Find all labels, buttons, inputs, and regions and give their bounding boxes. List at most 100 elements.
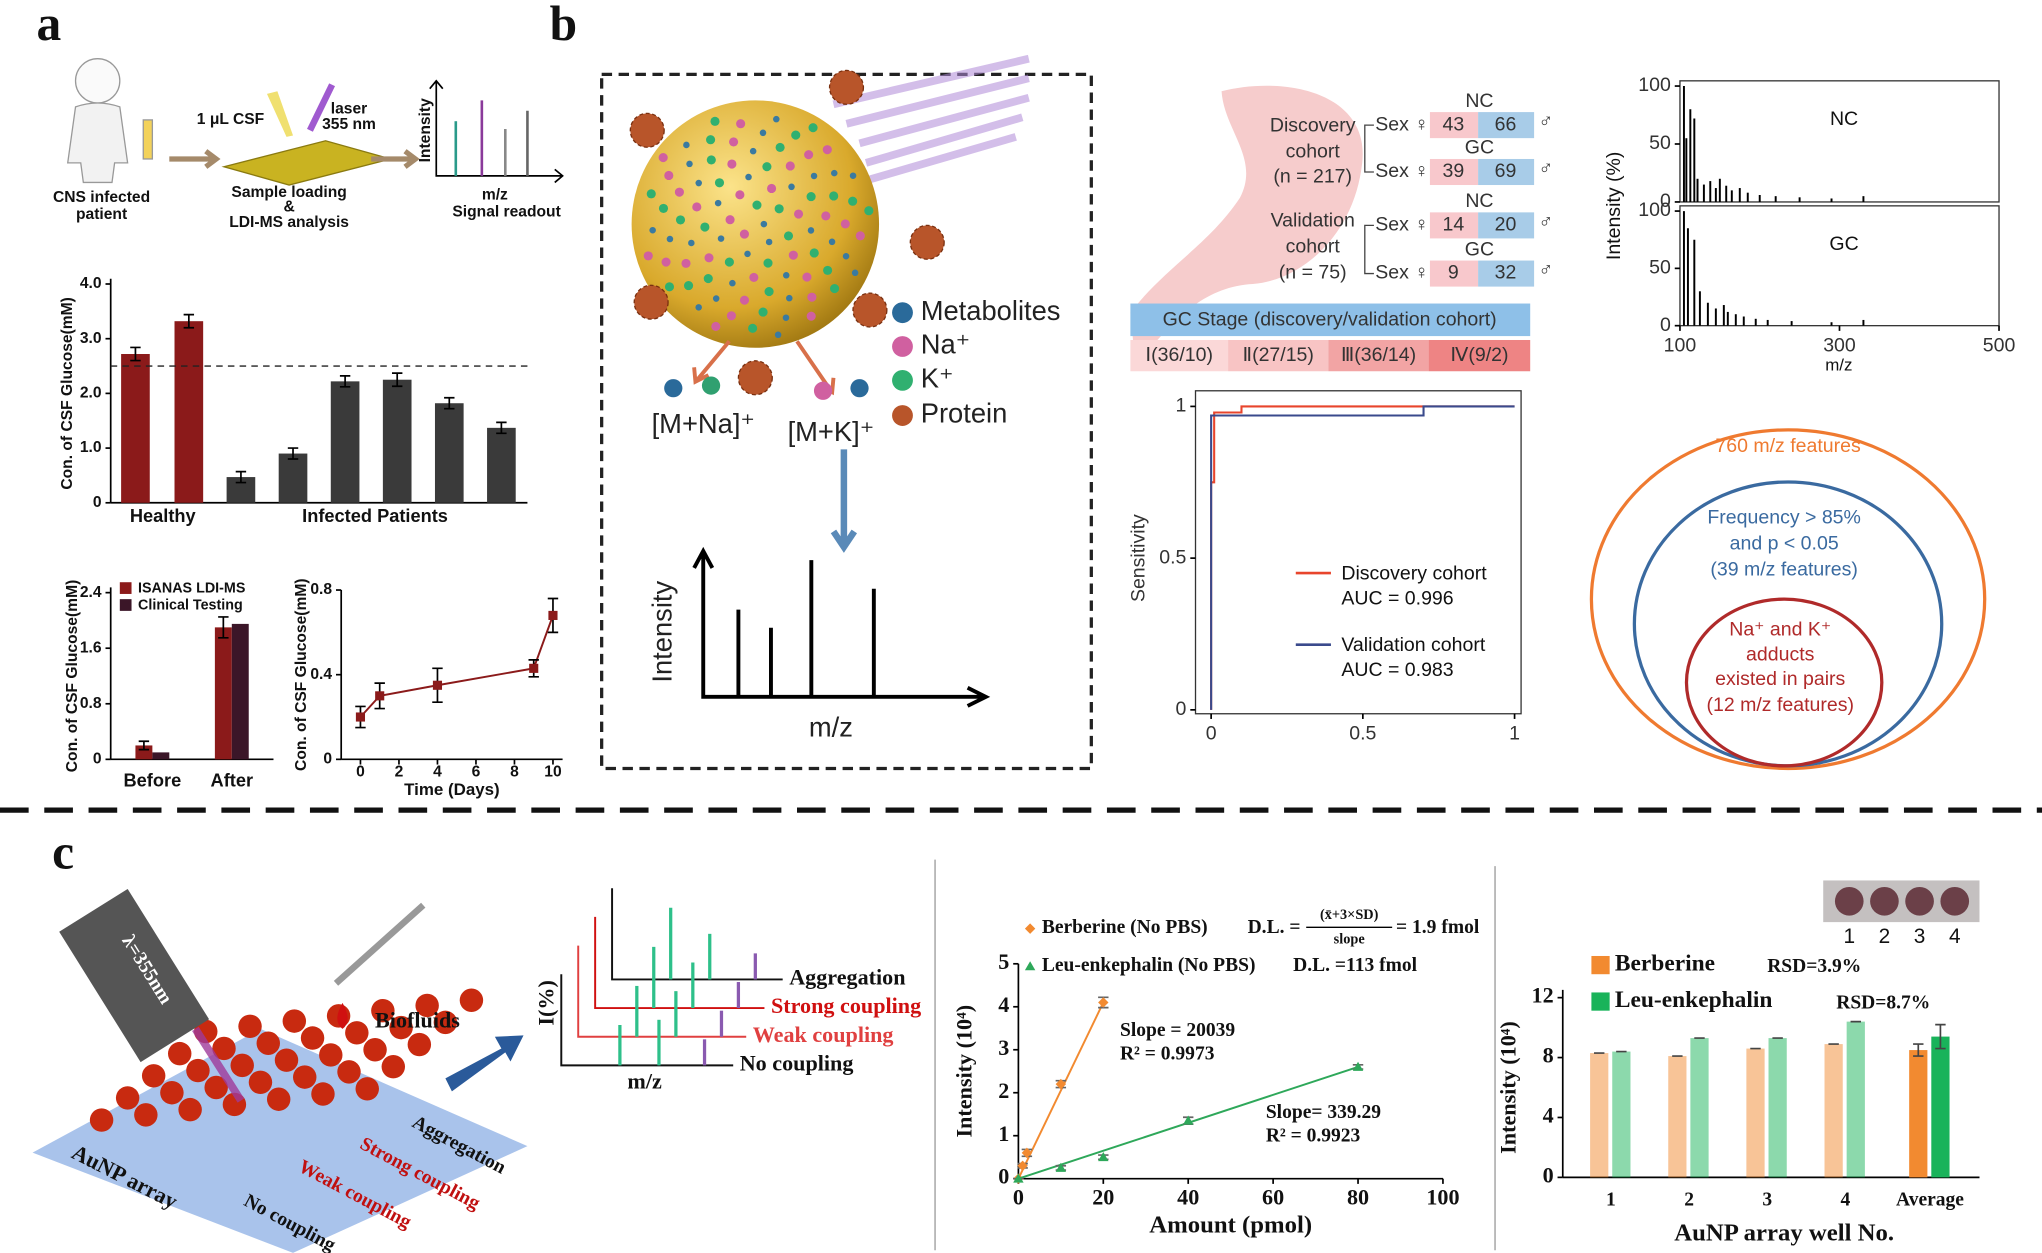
nanoparticle-ball: [415, 993, 439, 1018]
female-symbol: ♀: [1414, 113, 1429, 135]
y-tick-label: 4: [1543, 1103, 1554, 1128]
y-tick-label: 8: [1543, 1043, 1554, 1068]
error-bar: [218, 616, 229, 639]
bar: [487, 427, 516, 503]
cohort-name: Validation: [1271, 210, 1355, 232]
data-point: [1098, 1151, 1109, 1162]
surface-dot: [739, 295, 750, 305]
y-tick-label: 2.4: [80, 584, 102, 601]
cohort-name: cohort: [1286, 236, 1341, 258]
y-tick-label: 0: [323, 750, 332, 767]
x-tick-label: 1: [1509, 723, 1520, 745]
x-tick-label: 100: [1426, 1185, 1459, 1210]
x-tick-label: 20: [1092, 1185, 1114, 1210]
male-box: [1478, 112, 1535, 139]
well: [1870, 886, 1899, 916]
surface-dot: [686, 160, 693, 168]
cohort-name: (n = 217): [1273, 165, 1352, 187]
nanoparticle-ball: [282, 1009, 307, 1033]
cohort-name: Discovery: [1270, 115, 1356, 137]
surface-dot: [739, 229, 749, 239]
nanoparticle-ball: [311, 1082, 335, 1106]
dl-label: D.L. =: [1248, 917, 1301, 938]
legend-swatch: [1591, 992, 1610, 1011]
data-point: [1055, 1162, 1067, 1172]
female-box: [1429, 260, 1479, 287]
panel-label: b: [550, 0, 578, 51]
panel-label: a: [36, 0, 61, 51]
venn-label: 760 m/z features: [1715, 435, 1861, 457]
surface-dot: [763, 258, 773, 268]
surface-dot: [802, 272, 812, 282]
legend-label: Validation cohort: [1341, 634, 1486, 656]
male-symbol: ♂: [1539, 111, 1554, 133]
surface-dot: [714, 199, 722, 207]
legend-marker: [1024, 923, 1036, 934]
stage-title: GC Stage (discovery/validation cohort): [1163, 309, 1497, 331]
x-tick-label: 0: [1013, 1185, 1024, 1210]
surface-dot: [692, 202, 702, 212]
bar: [1668, 1056, 1687, 1178]
protein: [737, 360, 773, 396]
group-label: GC: [1465, 238, 1494, 260]
legend-label: Berberine: [1615, 950, 1715, 976]
data-point: [1021, 1147, 1033, 1159]
nanoparticle-ball: [204, 1075, 228, 1100]
stage-label: Ⅰ(36/10): [1145, 344, 1213, 366]
y-axis-title: Intensity (10⁴): [1496, 1021, 1521, 1154]
x-tick-label: 4: [1840, 1189, 1850, 1210]
protein: [633, 284, 669, 320]
surface-dot: [774, 331, 782, 339]
surface-dot: [864, 206, 874, 216]
data-point: [1183, 1115, 1194, 1125]
sample-tube: [142, 119, 154, 160]
y-axis-title: Con. of CSF Glucose(mM): [64, 580, 81, 773]
surface-dot: [658, 153, 668, 163]
surface-dot: [711, 321, 721, 332]
data-point: [1017, 1160, 1028, 1171]
arrow: [692, 340, 731, 385]
plot-frame: [1194, 390, 1522, 715]
adduct-dot: [701, 376, 721, 395]
surface-dot: [762, 162, 772, 172]
surface-dot: [808, 123, 818, 133]
y-axis-title: Con. of CSF Glucose(mM): [293, 578, 310, 771]
x-tick-label: 2: [395, 763, 404, 780]
surface-dot: [700, 222, 710, 232]
surface-dot: [791, 130, 801, 140]
surface-dot: [683, 281, 694, 291]
surface-dot: [717, 235, 725, 242]
x-tick-label: 100: [1664, 335, 1697, 357]
stage-cell: [1228, 339, 1329, 372]
protein: [629, 112, 665, 148]
y-tick-label: 1: [1176, 395, 1187, 417]
surface-dot: [725, 215, 735, 225]
panel-label: c: [52, 824, 74, 879]
arrow: [445, 1035, 524, 1092]
y-axis-title: Sensitivity: [1128, 514, 1150, 602]
spectrum-label: NC: [1830, 108, 1858, 130]
bar: [1746, 1048, 1765, 1178]
surface-dot: [760, 220, 768, 228]
x-tick-label: 3: [1762, 1189, 1772, 1210]
stack-label: Aggregation: [789, 965, 905, 990]
surface-dot: [661, 257, 671, 267]
bar: [382, 379, 412, 503]
protein: [909, 224, 945, 260]
process-label: LDI-MS analysis: [229, 214, 349, 231]
surface-dot: [729, 279, 736, 287]
legend-label: Discovery cohort: [1341, 563, 1487, 585]
legend-label: Leu-enkephalin (No PBS): [1042, 955, 1256, 976]
surface-dot: [646, 189, 656, 199]
rsd-label: RSD=3.9%: [1767, 956, 1861, 977]
rsd-label: RSD=8.7%: [1836, 993, 1930, 1014]
bar: [278, 453, 308, 503]
surface-dot: [749, 147, 757, 155]
well-label: 3: [1914, 925, 1926, 948]
surface-dot: [783, 231, 794, 241]
pipette: [333, 902, 426, 986]
nanoparticle: [631, 100, 880, 348]
r2-label: R² = 0.9973: [1120, 1043, 1215, 1064]
venn-label: (39 m/z features): [1710, 559, 1858, 581]
surface-dot: [703, 273, 713, 284]
